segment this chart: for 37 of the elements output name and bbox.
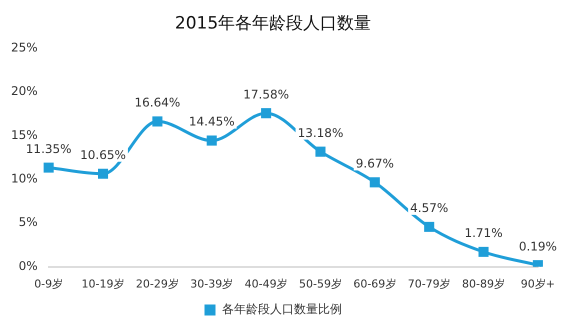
point	[206, 136, 217, 146]
data-label: 10.65%	[80, 148, 126, 162]
y-tick-label: 5%	[18, 215, 38, 230]
y-tick-label: 0%	[18, 258, 38, 273]
point	[44, 162, 54, 173]
point	[478, 246, 489, 257]
data-label: 17.58%	[243, 87, 289, 102]
x-tick-label: 10-19岁	[82, 277, 125, 290]
x-tick-label: 30-39岁	[190, 277, 234, 290]
data-label: 11.35%	[26, 142, 72, 156]
y-tick-label: 15%	[11, 128, 38, 142]
data-label: 1.71%	[464, 226, 503, 240]
y-tick-label: 25%	[11, 40, 38, 55]
data-label: 0.19%	[518, 239, 557, 254]
point	[261, 108, 272, 118]
y-tick-label: 20%	[11, 84, 38, 98]
data-label: 9.67%	[356, 156, 394, 170]
x-tick-label: 90岁+	[520, 277, 555, 290]
point	[315, 146, 326, 157]
x-tick-label: 20-29岁	[136, 277, 179, 290]
x-tick-label: 70-79岁	[408, 277, 451, 290]
data-label: 13.18%	[298, 126, 344, 140]
point	[98, 168, 108, 179]
legend-label: 各年龄段人口数量比例	[222, 302, 342, 316]
x-tick-label: 80-89岁	[462, 277, 506, 290]
x-tick-label: 60-69岁	[353, 277, 396, 290]
x-tick-label: 0-9岁	[34, 277, 64, 290]
data-label: 16.64%	[134, 96, 180, 110]
chart-title: 2015年各年龄段人口数量	[174, 14, 372, 34]
point	[424, 222, 434, 232]
data-label: 14.45%	[188, 114, 235, 129]
x-tick-label: 40-49岁	[244, 277, 288, 290]
point	[152, 116, 162, 126]
data-label: 4.57%	[410, 201, 448, 215]
y-tick-label: 10%	[11, 172, 38, 186]
x-tick-label: 50-59岁	[298, 277, 342, 290]
point	[370, 177, 380, 188]
